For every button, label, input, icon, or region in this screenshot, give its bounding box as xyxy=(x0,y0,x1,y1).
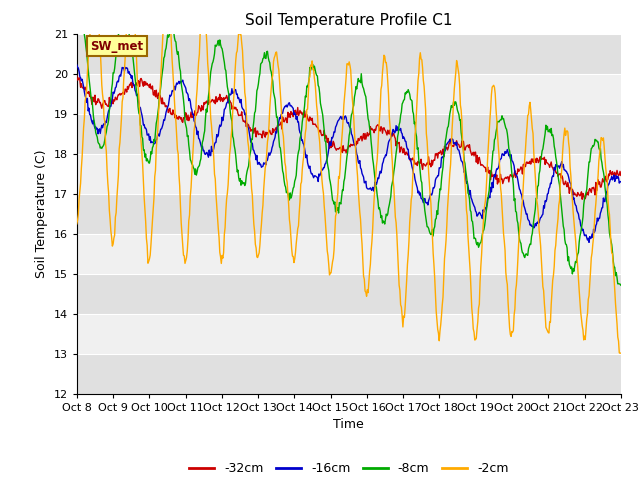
Legend: -32cm, -16cm, -8cm, -2cm: -32cm, -16cm, -8cm, -2cm xyxy=(184,457,513,480)
Bar xyxy=(77,34,621,73)
Bar xyxy=(77,354,621,394)
Text: SW_met: SW_met xyxy=(90,40,143,53)
Bar xyxy=(77,313,621,354)
Y-axis label: Soil Temperature (C): Soil Temperature (C) xyxy=(35,149,48,278)
Title: Soil Temperature Profile C1: Soil Temperature Profile C1 xyxy=(245,13,452,28)
Bar xyxy=(77,274,621,313)
Bar xyxy=(77,193,621,234)
Bar xyxy=(77,154,621,193)
Bar xyxy=(77,73,621,114)
Bar xyxy=(77,234,621,274)
X-axis label: Time: Time xyxy=(333,418,364,431)
Bar xyxy=(77,114,621,154)
